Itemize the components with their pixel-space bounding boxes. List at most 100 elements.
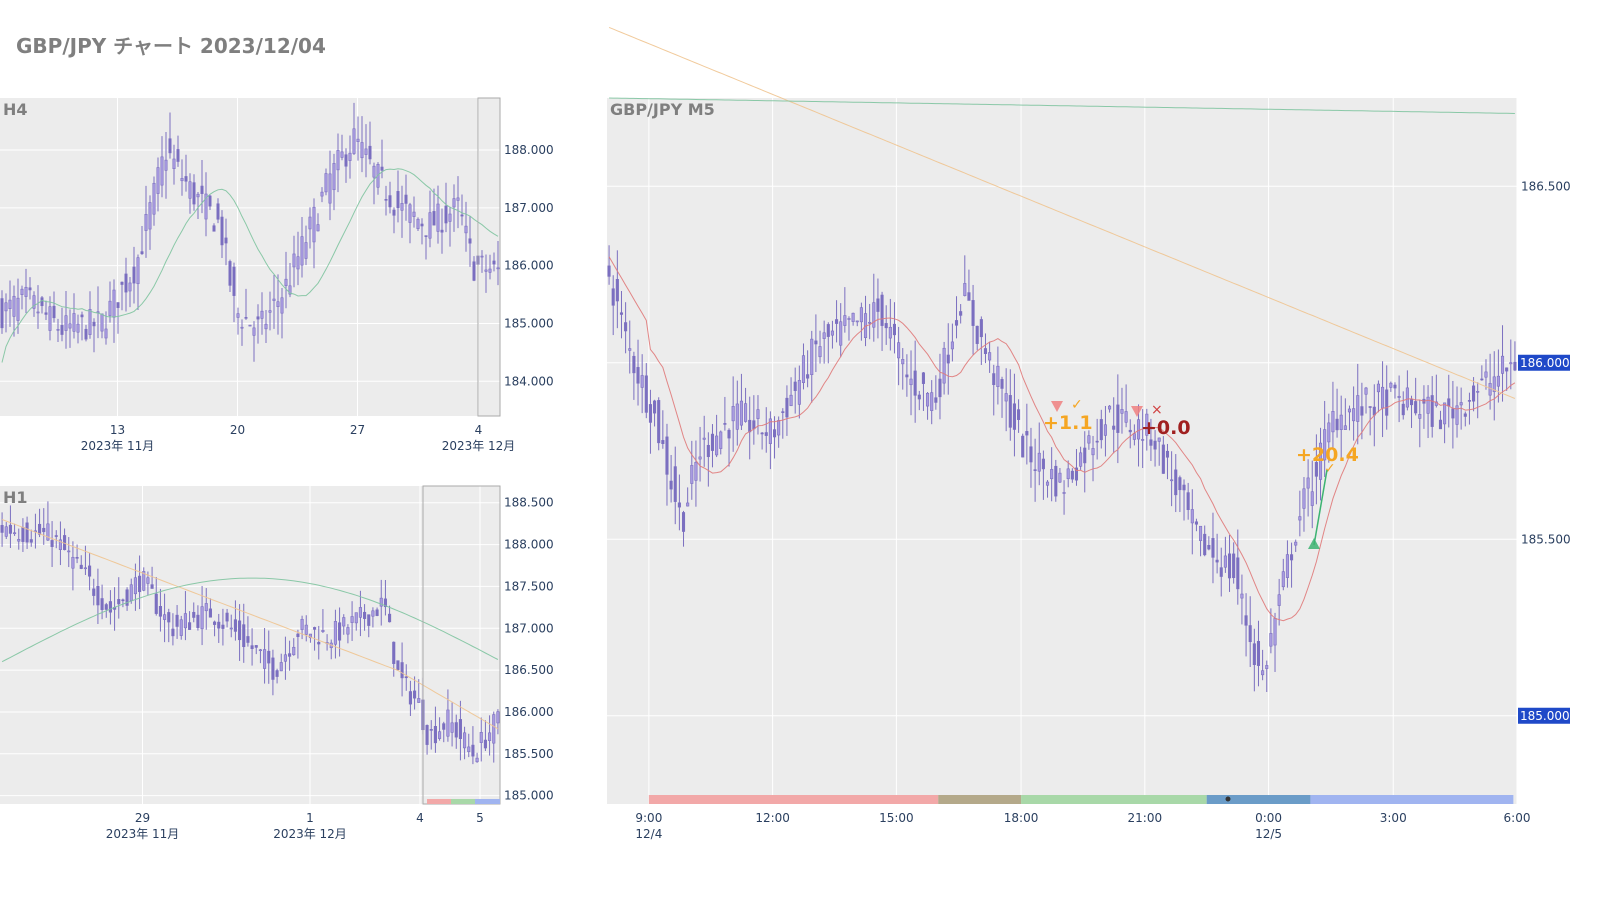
candle-body [12,295,16,317]
candle-body [1472,385,1476,402]
candle-body [204,603,208,612]
candle-body [64,315,68,331]
candle-body [1480,378,1484,381]
candle-body [735,403,739,430]
candle-body [1430,395,1434,427]
candle-body [4,526,8,537]
candle-body [814,340,818,345]
x-tick-label: 29 [135,811,150,825]
candle-body [17,539,21,542]
candle-body [413,690,417,699]
candle-body [723,423,727,425]
candle-body [1484,371,1488,378]
current-time-marker [1225,796,1231,802]
candle-body [1269,633,1273,647]
candle-body [320,191,324,197]
candle-body [1232,553,1236,579]
candle-body [58,539,62,550]
candle-body [611,288,615,306]
session-ny-overlap [1206,795,1311,804]
candle-body [112,289,116,318]
y-tick-label: 186.500 [504,663,554,677]
session-newyork [1310,795,1514,804]
ma-line-ma_long [1,168,499,363]
panel-title: H1 [3,488,28,507]
candle-body [1186,492,1190,510]
candle-body [1376,383,1380,393]
candle-body [917,394,921,400]
candle-body [200,606,204,630]
candle-body [686,502,690,507]
candle-body [188,181,192,199]
y-tick-label: 187.000 [504,201,554,215]
candle-body [275,670,279,677]
candle-body [1389,382,1393,388]
candle-body [1248,625,1252,643]
candle-body [448,213,452,222]
candle-body [142,571,146,591]
candle-body [777,420,781,436]
session-london [1021,795,1207,804]
candle-body [983,348,988,354]
candle-body [1182,484,1186,491]
candle-body [384,199,388,201]
candle-body [84,328,88,340]
candle-body [1314,462,1318,477]
candle-body [1153,440,1157,450]
candle-body [288,653,292,657]
x-tick-label: 18:00 [1004,811,1039,825]
candle-body [267,650,271,664]
candle-body [29,539,33,543]
candle-body [496,267,500,270]
x-tick-label: 0:00 [1255,811,1282,825]
x-sub-label: 12/5 [1255,827,1282,841]
candle-body [52,305,56,319]
candle-body [36,311,40,314]
trade-exit-marker: ✓ [1071,397,1083,413]
candle-body [80,314,84,318]
candle-body [789,394,793,407]
candle-body [748,419,752,433]
candle-body [1054,465,1058,497]
candle-body [16,297,20,321]
candle-body [739,400,743,426]
candle-body [321,630,325,632]
candle-body [677,502,681,508]
candle-body [979,319,983,338]
candle-body [483,739,487,749]
candle-body [213,621,217,625]
candle-body [136,257,140,285]
candle-body [1227,553,1232,579]
candle-body [888,326,892,339]
candle-body [1273,618,1277,646]
candle-body [196,193,200,198]
candle-body [1021,435,1025,458]
candle-body [653,400,657,414]
candle-body [254,645,258,648]
y-tick-label: 188.500 [504,496,554,510]
candle-body [1116,404,1120,433]
candle-body [232,266,236,296]
candle-body [892,323,897,336]
candle-body [632,355,636,374]
candle-body [388,613,392,623]
panel-title: H4 [3,100,28,119]
price-box-label: 186.000 [1520,356,1570,370]
candle-body [1074,467,1079,481]
ma-line-ma_long [1,577,499,663]
candle-body [348,152,352,161]
candle-body [0,298,4,329]
candle-body [905,374,909,378]
y-tick-label: 186.000 [504,259,554,273]
candle-body [1496,375,1500,387]
candle-body [496,711,500,724]
candle-body [607,265,611,277]
x-tick-label: 20 [230,423,245,437]
candle-body [1041,458,1045,470]
candle-body [472,261,476,281]
candle-body [1174,469,1178,496]
ma-line-ma_mid [608,26,1516,399]
candle-body [950,341,954,350]
candle-body [1008,395,1012,428]
